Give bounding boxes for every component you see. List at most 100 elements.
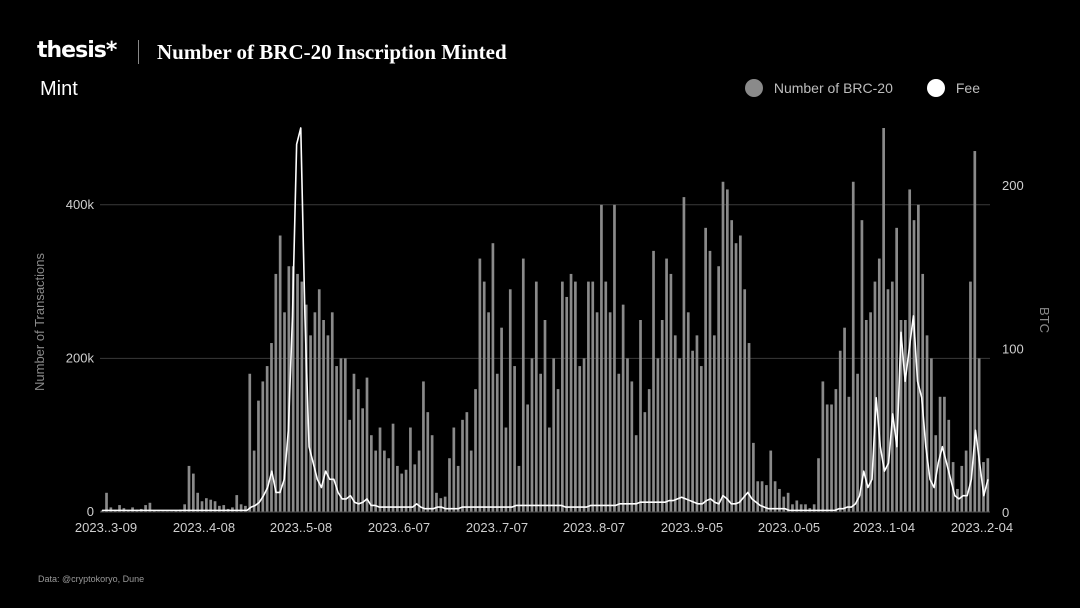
bar — [656, 358, 660, 512]
bar — [374, 450, 378, 512]
bar — [356, 389, 360, 512]
thesis-logo: thesis* — [37, 38, 117, 63]
bar — [882, 128, 885, 512]
bar — [830, 404, 833, 512]
bar — [860, 220, 864, 512]
bar — [812, 504, 816, 512]
bar — [678, 358, 681, 512]
fee-line — [102, 127, 989, 512]
bar — [739, 235, 742, 512]
bar — [422, 381, 425, 512]
bar — [895, 227, 898, 512]
bar — [587, 281, 590, 512]
bar — [461, 419, 464, 512]
bar — [708, 250, 712, 512]
bar — [673, 335, 677, 512]
x-tick-label: 2023..1-04 — [853, 520, 915, 535]
bar — [730, 220, 734, 512]
bar — [248, 373, 252, 512]
bar — [270, 343, 273, 512]
bar — [330, 312, 334, 512]
x-tick-label: 2023..3-09 — [75, 520, 137, 535]
y-tick-left: 0 — [87, 504, 94, 519]
bar — [778, 488, 781, 512]
bar — [600, 204, 603, 513]
bar — [443, 496, 447, 512]
bar — [495, 373, 499, 512]
bar — [474, 389, 477, 512]
chart-subtitle: Mint — [40, 78, 78, 100]
bar — [561, 281, 564, 512]
bar — [534, 281, 538, 512]
x-tick-label: 2023..2-04 — [951, 520, 1013, 535]
bar — [643, 412, 647, 512]
bar — [921, 273, 925, 512]
bar — [400, 473, 404, 512]
bar — [126, 510, 130, 512]
bar — [465, 412, 469, 512]
bar — [235, 495, 239, 512]
bar — [352, 373, 356, 512]
bar — [491, 243, 495, 512]
bar — [804, 504, 807, 512]
bar — [521, 258, 525, 512]
bar — [526, 404, 529, 512]
bar — [791, 504, 794, 512]
bar — [500, 327, 503, 512]
bar — [539, 373, 542, 512]
bar — [578, 366, 582, 512]
legend-swatch-bars — [744, 79, 763, 97]
bar — [213, 501, 217, 512]
bar — [304, 304, 308, 512]
bar — [261, 381, 265, 512]
bar — [682, 197, 686, 512]
bar — [239, 504, 243, 512]
bar — [851, 181, 855, 512]
bar — [252, 450, 256, 512]
bar — [209, 499, 213, 512]
bar — [409, 427, 412, 512]
bar — [960, 465, 964, 512]
bar — [743, 289, 747, 512]
bar — [309, 335, 312, 512]
bar — [604, 281, 608, 512]
bar — [838, 350, 842, 512]
bar — [556, 389, 560, 512]
bar — [339, 358, 343, 512]
bar — [795, 500, 799, 512]
y-tick-left: 400k — [66, 197, 95, 212]
bar — [396, 465, 399, 512]
bar — [634, 435, 638, 512]
legend-item-fee: Fee — [926, 79, 980, 97]
bar — [964, 450, 968, 512]
bar — [613, 204, 616, 513]
bar — [257, 400, 260, 512]
bar — [456, 465, 460, 512]
bar — [326, 335, 330, 512]
bar — [513, 366, 516, 512]
bar — [361, 408, 364, 512]
data-source: Data: @cryptokoryo, Dune — [38, 574, 145, 584]
bar — [452, 427, 456, 512]
bar — [639, 320, 642, 512]
bar — [591, 281, 595, 512]
bar — [439, 498, 443, 512]
bar — [626, 358, 629, 512]
y-tick-left: 200k — [66, 350, 95, 365]
bar — [930, 358, 933, 512]
bar — [218, 505, 221, 512]
bar — [343, 358, 347, 512]
chart-legend: Number of BRC-20 Fee — [711, 79, 980, 97]
bar — [704, 227, 707, 512]
bar — [300, 281, 304, 512]
legend-label-fee: Fee — [955, 80, 980, 96]
bar — [786, 492, 790, 512]
bar — [582, 358, 586, 512]
bar — [977, 358, 981, 512]
bar — [904, 320, 907, 512]
bar — [747, 343, 751, 512]
bar — [660, 320, 664, 512]
bar — [482, 281, 486, 512]
bar — [825, 404, 829, 512]
bar — [756, 481, 760, 512]
